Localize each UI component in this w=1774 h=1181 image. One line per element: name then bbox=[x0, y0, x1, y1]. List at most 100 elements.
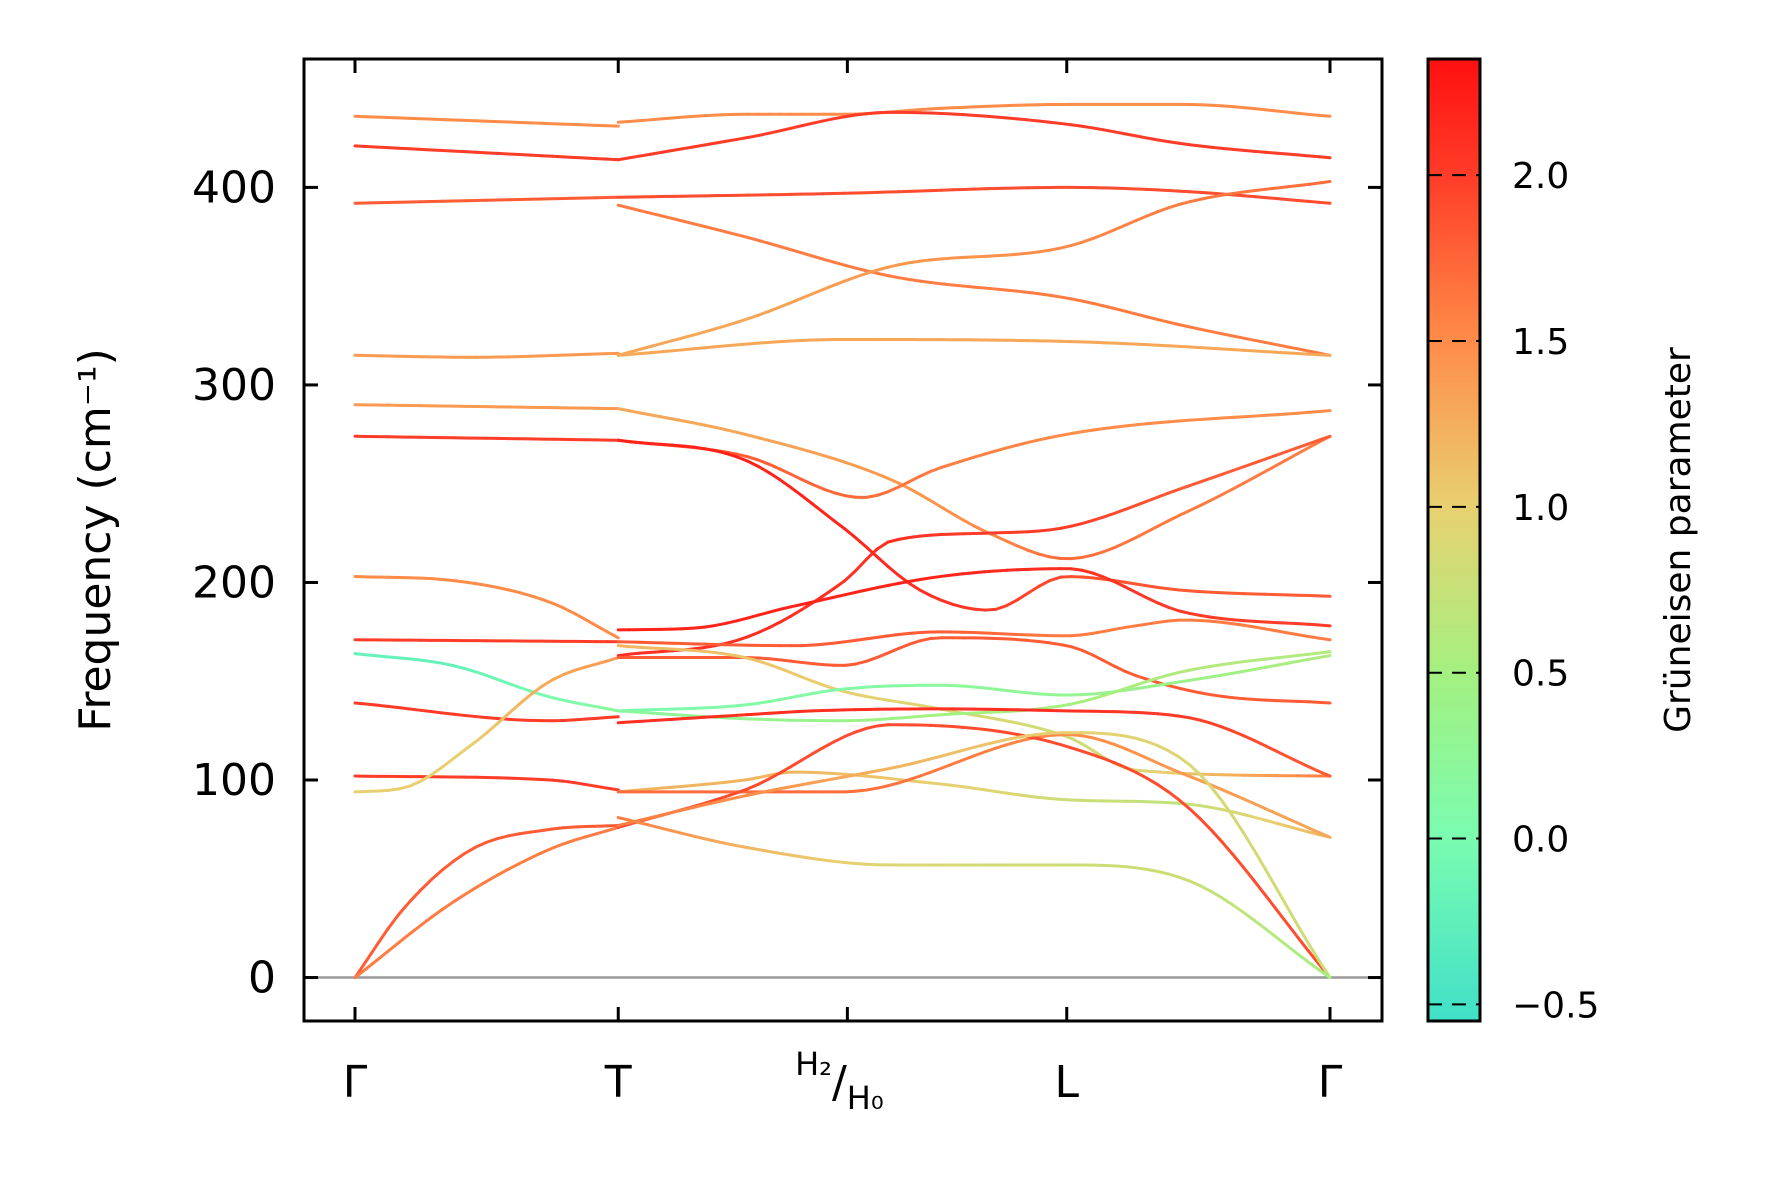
band-segment bbox=[1190, 505, 1201, 510]
band-segment bbox=[996, 633, 1007, 634]
band-segment bbox=[845, 529, 856, 538]
band-segment bbox=[1298, 184, 1309, 185]
band-segment bbox=[737, 637, 748, 641]
band-b4 bbox=[355, 353, 618, 357]
band-segment bbox=[1179, 511, 1190, 516]
band-segment bbox=[726, 139, 737, 141]
band-segment bbox=[661, 719, 672, 720]
band-segment bbox=[498, 869, 509, 875]
band-segment bbox=[1168, 685, 1179, 688]
band-segment bbox=[1222, 790, 1233, 795]
band-segment bbox=[1082, 570, 1093, 573]
band-segment bbox=[974, 526, 985, 531]
band-segment bbox=[920, 535, 931, 536]
band-segment bbox=[1265, 658, 1276, 659]
band-segment bbox=[1244, 799, 1255, 804]
band-segment bbox=[909, 762, 920, 765]
band-segment bbox=[661, 444, 672, 445]
band-segment bbox=[823, 742, 834, 748]
band-segment bbox=[1308, 354, 1319, 355]
band-b13 bbox=[355, 825, 618, 977]
band-segment bbox=[1265, 198, 1276, 199]
band-segment bbox=[487, 676, 498, 680]
band-segment bbox=[1125, 134, 1136, 136]
band-segment bbox=[1104, 741, 1115, 745]
band-segment bbox=[640, 721, 651, 722]
band-segment bbox=[410, 149, 421, 150]
band-segment bbox=[1255, 921, 1266, 929]
band-segment bbox=[705, 329, 716, 332]
band-segment bbox=[1201, 329, 1212, 331]
band-segment bbox=[715, 707, 726, 708]
band-segment bbox=[629, 349, 640, 352]
band-segment bbox=[1147, 685, 1158, 687]
band-segment bbox=[498, 587, 509, 589]
band-segment bbox=[1168, 589, 1179, 590]
band-segment bbox=[823, 860, 834, 861]
band-segment bbox=[769, 464, 780, 469]
band-segment bbox=[942, 464, 953, 467]
band-segment bbox=[1190, 347, 1201, 348]
band-segment bbox=[1168, 322, 1179, 325]
band-segment bbox=[953, 727, 964, 728]
band-segment bbox=[1071, 569, 1082, 570]
band-segment bbox=[531, 831, 542, 833]
band-segment bbox=[1093, 632, 1104, 634]
band-segment bbox=[1006, 634, 1017, 635]
band-segment bbox=[694, 224, 705, 227]
band-segment bbox=[531, 853, 542, 858]
band-segment bbox=[1136, 501, 1147, 505]
band-segment bbox=[802, 783, 813, 785]
band-segment bbox=[694, 836, 705, 839]
band-segment bbox=[1222, 727, 1233, 731]
band-segment bbox=[1233, 662, 1244, 663]
band-segment bbox=[1060, 799, 1071, 800]
band-segment bbox=[1276, 751, 1287, 756]
band-segment bbox=[758, 467, 769, 473]
band-segment bbox=[1006, 570, 1017, 571]
band-segment bbox=[1168, 516, 1179, 521]
band-segment bbox=[454, 750, 465, 758]
band-segment bbox=[834, 777, 845, 779]
band-segment bbox=[1298, 200, 1309, 201]
band-segment bbox=[985, 256, 996, 257]
band-segment bbox=[953, 514, 964, 520]
band-segment bbox=[748, 848, 759, 850]
band-segment bbox=[1233, 855, 1244, 868]
band-segment bbox=[520, 695, 531, 704]
band-segment bbox=[1211, 695, 1222, 697]
band-segment bbox=[651, 119, 662, 120]
band-segment bbox=[1125, 749, 1136, 754]
band-segment bbox=[1071, 735, 1082, 736]
band-segment bbox=[618, 711, 629, 712]
band-segment bbox=[888, 783, 899, 786]
band-segment bbox=[672, 810, 683, 813]
band-segment bbox=[1276, 813, 1287, 818]
band-segment bbox=[953, 714, 964, 715]
band-segment bbox=[694, 647, 705, 648]
colorbar-gradient bbox=[1428, 59, 1480, 1021]
band-segment bbox=[683, 650, 694, 651]
band-segment bbox=[1093, 234, 1104, 238]
band-segment bbox=[845, 791, 856, 792]
band-segment bbox=[1006, 742, 1017, 745]
band-segment bbox=[683, 147, 694, 149]
band-segment bbox=[1287, 623, 1298, 624]
band-segment bbox=[1287, 818, 1298, 823]
band-segment bbox=[1082, 736, 1093, 738]
band-segment bbox=[1147, 771, 1158, 772]
band-segment bbox=[737, 138, 748, 140]
band-segment bbox=[1114, 734, 1125, 736]
band-segment bbox=[726, 798, 737, 800]
band-segment bbox=[1104, 629, 1115, 631]
band-segment bbox=[1255, 109, 1266, 110]
band-segment bbox=[974, 454, 985, 457]
band-segment bbox=[726, 232, 737, 235]
band-segment bbox=[661, 651, 672, 652]
band-segment bbox=[1136, 770, 1147, 771]
band-segment bbox=[1050, 706, 1061, 708]
band-segment bbox=[629, 653, 640, 654]
band-segment bbox=[1028, 120, 1039, 121]
band-segment bbox=[920, 109, 931, 110]
band-segment bbox=[355, 703, 366, 704]
